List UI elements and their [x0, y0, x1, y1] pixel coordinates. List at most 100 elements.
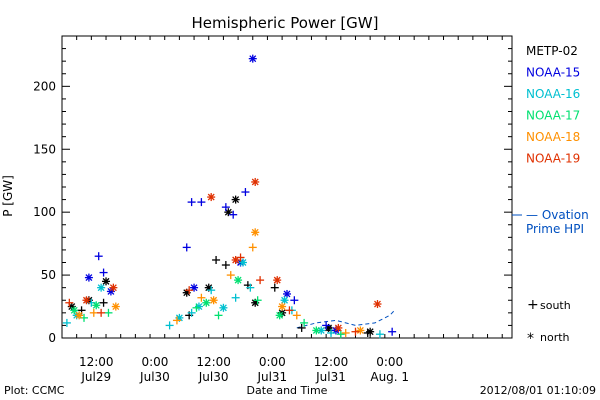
symbol-key: + south * north: [527, 297, 571, 347]
legend-ovation-line1: — Ovation: [526, 208, 589, 222]
legend-entry: NOAA-16: [526, 87, 580, 101]
point-north: [312, 326, 321, 335]
point-north: [209, 296, 218, 305]
y-axis-label: P [GW]: [1, 175, 15, 217]
point-north: [283, 289, 291, 298]
point-south: [97, 308, 106, 317]
legend-entry: NOAA-19: [526, 152, 580, 166]
x-tick-label-time: 0:00: [376, 355, 403, 369]
point-south: [182, 243, 191, 252]
point-south: [214, 311, 223, 320]
x-tick-label-date: Aug. 1: [370, 370, 409, 384]
x-tick-label-date: Jul30: [139, 370, 170, 384]
legend-entry: NOAA-18: [526, 130, 580, 144]
point-south: [375, 330, 384, 339]
point-south: [89, 308, 98, 317]
series-noaa-15: [84, 54, 397, 336]
y-tick-label: 0: [48, 331, 56, 345]
point-north: [97, 283, 106, 292]
point-south: [62, 318, 71, 327]
point-south: [351, 327, 360, 336]
point-south: [197, 293, 206, 302]
point-south: [292, 311, 301, 320]
point-south: [256, 276, 265, 285]
south-symbol-icon: +: [527, 297, 539, 313]
point-north: [92, 301, 101, 310]
point-south: [248, 243, 257, 252]
point-south: [241, 188, 250, 197]
point-south: [300, 318, 309, 327]
point-north: [275, 311, 284, 320]
point-south: [192, 303, 201, 312]
point-north: [75, 311, 84, 320]
point-north: [190, 283, 199, 292]
point-north: [248, 54, 257, 63]
point-north: [251, 177, 260, 186]
point-north: [109, 283, 118, 292]
point-north: [207, 193, 216, 202]
y-tick-label: 100: [33, 205, 56, 219]
data-points: [62, 54, 397, 339]
legend-entry: NOAA-17: [526, 109, 580, 123]
point-south: [226, 271, 235, 280]
chart-title: Hemispheric Power [GW]: [192, 14, 379, 32]
x-axis: 12:00Jul290:00Jul3012:00Jul300:00Jul3112…: [61, 36, 503, 384]
ovation-line: [296, 309, 395, 329]
south-key-label: south: [540, 299, 571, 312]
point-north: [234, 276, 243, 285]
x-tick-label-date: Jul31: [315, 370, 346, 384]
x-tick-label-time: 12:00: [79, 355, 114, 369]
point-north: [219, 303, 228, 312]
x-tick-label-time: 0:00: [259, 355, 286, 369]
point-south: [388, 327, 397, 336]
point-north: [373, 300, 382, 309]
point-south: [197, 198, 206, 207]
north-key-label: north: [540, 331, 570, 344]
point-north: [273, 276, 282, 285]
point-north: [231, 195, 240, 204]
point-south: [327, 328, 336, 337]
point-south: [221, 261, 230, 270]
footer-left: Plot: CCMC: [4, 384, 65, 397]
point-north: [202, 298, 211, 307]
point-south: [336, 330, 345, 339]
point-south: [285, 306, 294, 315]
point-south: [341, 328, 350, 337]
point-north: [111, 302, 120, 311]
legend: METP-02 NOAA-15 NOAA-16 NOAA-17 NOAA-18 NOAA-…: [512, 44, 589, 236]
x-axis-label: Date and Time: [247, 384, 328, 397]
x-tick-label-date: Jul30: [198, 370, 229, 384]
x-tick-label-date: Jul29: [80, 370, 111, 384]
point-north: [356, 326, 365, 335]
point-south: [187, 198, 196, 207]
point-south: [99, 268, 108, 277]
north-symbol-icon: *: [527, 331, 534, 347]
legend-ovation-line2: Prime HPI: [526, 222, 584, 236]
point-south: [297, 323, 306, 332]
point-north: [280, 296, 289, 305]
y-axis: 0 50 100 150 200: [33, 35, 512, 345]
legend-entry: METP-02: [526, 44, 578, 58]
x-tick-label-time: 12:00: [314, 355, 349, 369]
x-tick-label-date: Jul31: [256, 370, 287, 384]
point-north: [366, 327, 375, 336]
legend-entry: NOAA-15: [526, 66, 580, 80]
series-noaa-18: [75, 228, 365, 337]
y-tick-label: 50: [41, 268, 56, 282]
point-south: [99, 298, 108, 307]
point-south: [229, 210, 238, 219]
point-south: [221, 203, 230, 212]
point-south: [207, 286, 216, 295]
point-north: [278, 302, 287, 311]
point-north: [82, 296, 91, 305]
y-tick-label: 200: [33, 79, 56, 93]
point-south: [94, 252, 103, 261]
point-south: [246, 283, 255, 292]
point-south: [172, 316, 181, 325]
point-south: [65, 298, 74, 307]
point-south: [185, 286, 194, 295]
point-north: [231, 255, 240, 264]
point-south: [322, 321, 331, 330]
series-noaa-19: [65, 177, 382, 336]
